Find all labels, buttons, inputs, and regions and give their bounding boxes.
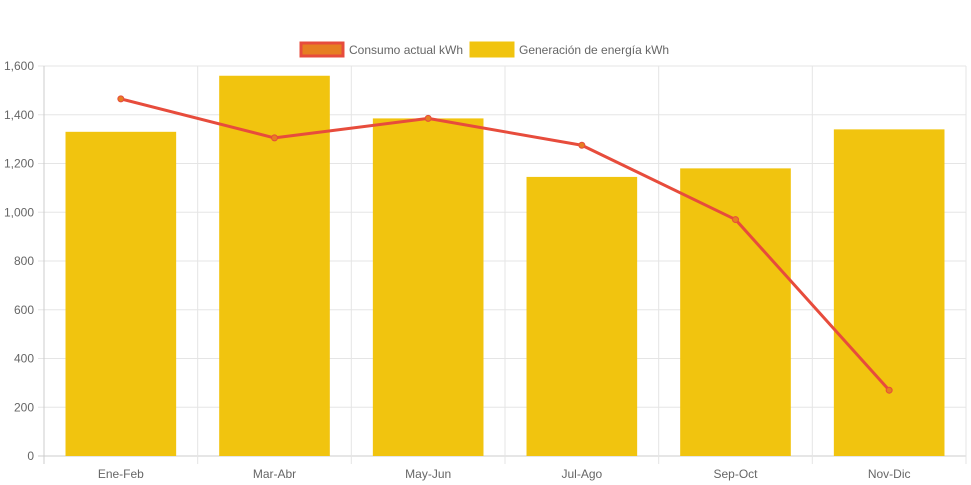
point-consumo-may-jun[interactable] [424, 114, 432, 122]
bar-generacion-nov-dic[interactable] [833, 129, 945, 456]
y-tick-label: 1,000 [4, 205, 34, 219]
bar-generacion-jul-ago[interactable] [526, 176, 638, 456]
axes: 0 200 400 600 800 1,000 1,200 1,400 1,600 Ene-Feb… [4, 59, 911, 481]
y-tick-label: 800 [14, 254, 34, 268]
bar-generacion-may-jun[interactable] [372, 118, 484, 456]
x-tick-label: Nov-Dic [868, 467, 911, 481]
grid-lines [38, 65, 967, 464]
x-tick-label: May-Jun [405, 467, 451, 481]
bar-generacion-ene-feb[interactable] [65, 131, 177, 456]
x-tick-label: Jul-Ago [561, 467, 602, 481]
y-tick-label: 1,400 [4, 108, 34, 122]
y-tick-label: 0 [27, 449, 34, 463]
legend-swatch-generacion[interactable] [469, 41, 515, 58]
point-consumo-mar-abr[interactable] [271, 134, 278, 142]
x-tick-label: Sep-Oct [713, 467, 758, 481]
legend-label-consumo: Consumo actual kWh [349, 43, 463, 57]
point-consumo-jul-ago[interactable] [578, 141, 586, 149]
bar-series-generacion [65, 75, 945, 456]
x-tick-label: Mar-Abr [253, 467, 296, 481]
y-tick-label: 200 [14, 400, 34, 414]
bar-generacion-sep-oct[interactable] [680, 168, 791, 456]
legend-label-generacion: Generación de energía kWh [519, 43, 669, 57]
y-tick-label: 1,200 [4, 157, 34, 171]
point-consumo-nov-dic[interactable] [885, 386, 893, 394]
y-tick-label: 400 [14, 352, 34, 366]
point-consumo-ene-feb[interactable] [117, 95, 125, 103]
y-tick-label: 1,600 [4, 59, 34, 73]
x-tick-label: Ene-Feb [98, 467, 144, 481]
line-series-consumo [117, 95, 893, 394]
point-consumo-sep-oct[interactable] [732, 216, 739, 224]
legend-swatch-consumo[interactable] [299, 41, 345, 58]
legend: Consumo actual kWh Generación de energía… [299, 41, 669, 58]
line-consumo [120, 97, 891, 392]
y-tick-label: 600 [14, 303, 34, 317]
